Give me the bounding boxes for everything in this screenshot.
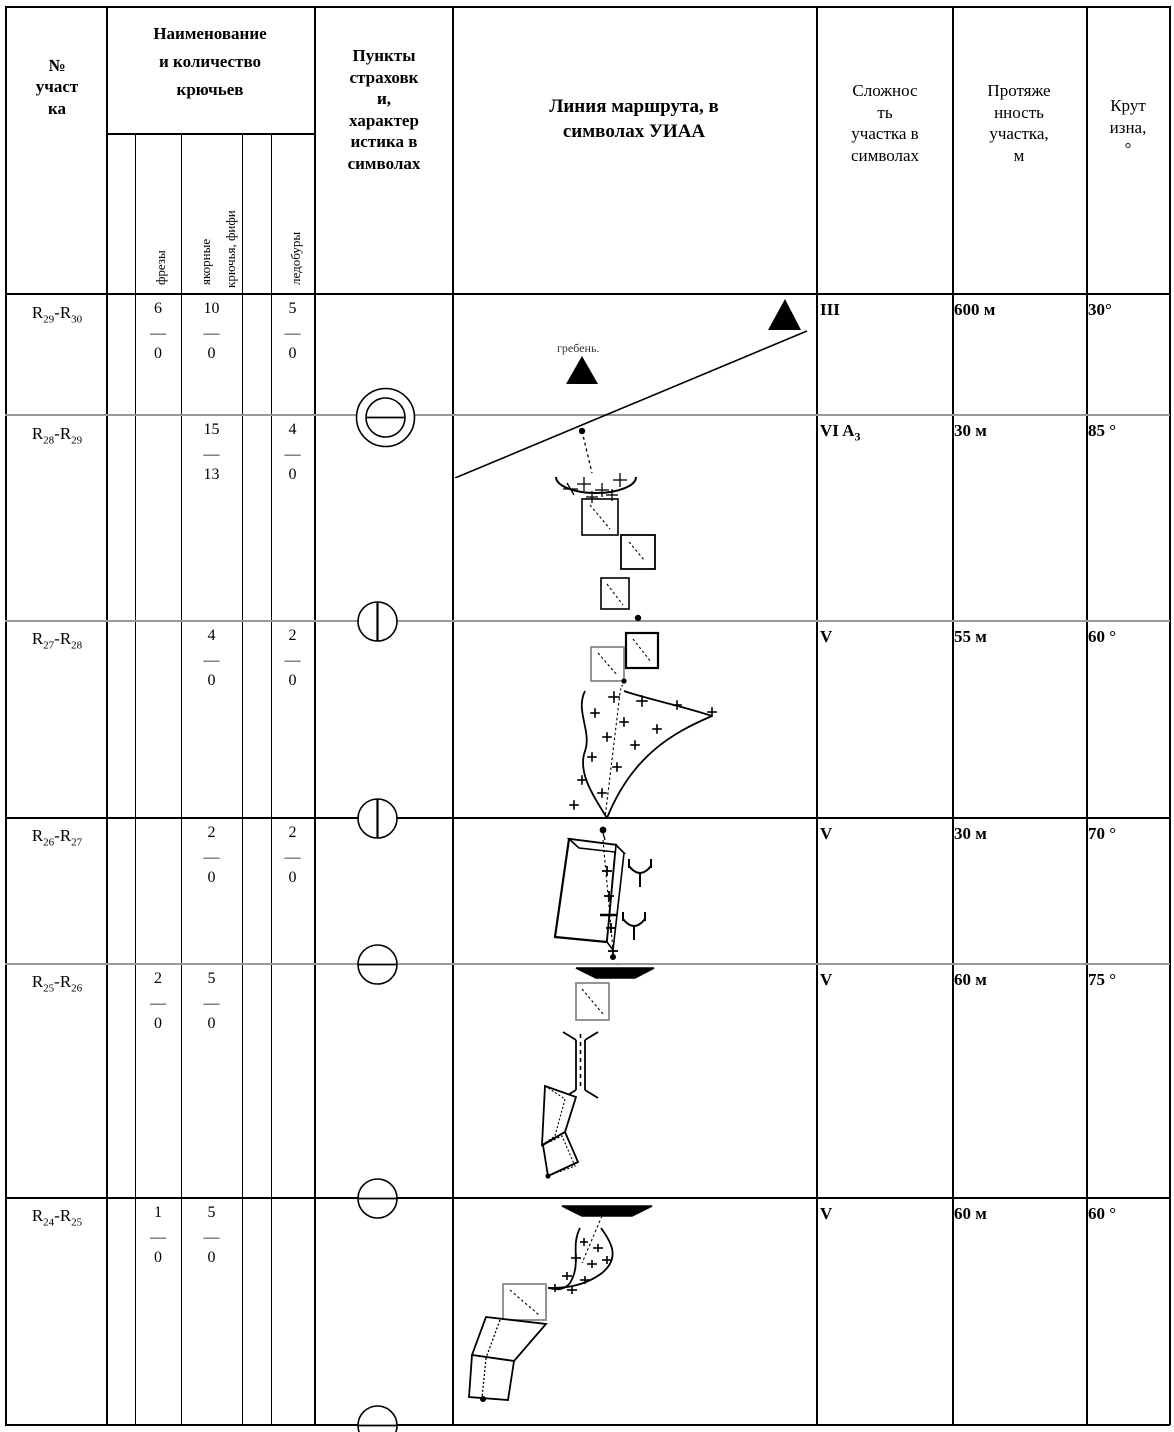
svg-text:гребень.: гребень. [557,341,599,355]
